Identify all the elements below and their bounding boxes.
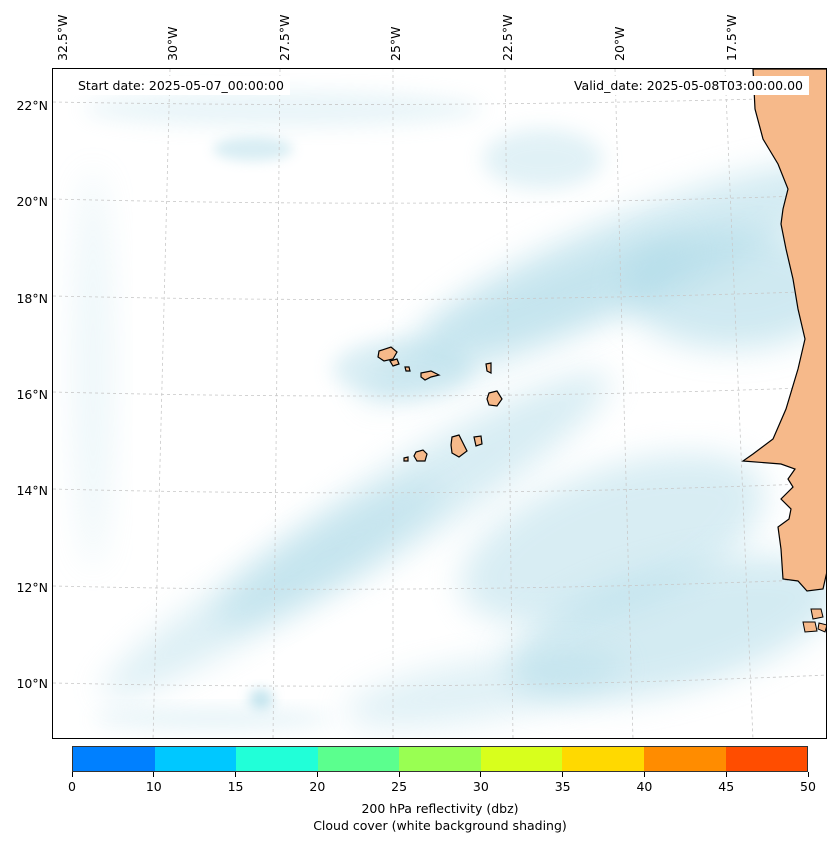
colorbar-tick bbox=[643, 772, 645, 777]
colorbar-tick bbox=[153, 772, 155, 777]
colorbar-segment-4 bbox=[399, 747, 481, 771]
colorbar-tick-label: 20 bbox=[309, 779, 326, 794]
colorbar-sublabel: Cloud cover (white background shading) bbox=[313, 818, 567, 833]
colorbar-segment-3 bbox=[317, 747, 400, 771]
lon-label-22-5w: 22.5°W bbox=[500, 14, 515, 61]
colorbar-tick-label: 35 bbox=[554, 779, 571, 794]
lon-label-20w: 20°W bbox=[612, 26, 627, 61]
colorbar-tick-label: 50 bbox=[800, 779, 816, 794]
valid-date-label: Valid_date: 2025-05-08T03:00:00.00 bbox=[567, 76, 809, 95]
colorbar-tick bbox=[235, 772, 237, 777]
colorbar-tick bbox=[807, 772, 809, 777]
colorbar-tick-label: 10 bbox=[145, 779, 162, 794]
lat-label-10n: 10°N bbox=[16, 676, 48, 691]
lon-label-17-5w: 17.5°W bbox=[724, 14, 739, 61]
start-date-label: Start date: 2025-05-07_00:00:00 bbox=[72, 76, 290, 95]
colorbar-label: 200 hPa reflectivity (dbz) bbox=[361, 801, 519, 816]
colorbar-segment-2 bbox=[236, 747, 318, 771]
colorbar-tick bbox=[725, 772, 727, 777]
colorbar-tick-label: 25 bbox=[391, 779, 408, 794]
colorbar-tick-label: 15 bbox=[227, 779, 244, 794]
cloud-cover-layer bbox=[73, 91, 826, 729]
graticule bbox=[53, 69, 826, 738]
lon-label-25w: 25°W bbox=[388, 26, 403, 61]
lat-label-20n: 20°N bbox=[16, 194, 48, 209]
cape-verde-islands bbox=[377, 346, 503, 462]
colorbar-tick bbox=[398, 772, 400, 777]
colorbar-tick bbox=[480, 772, 482, 777]
lat-label-18n: 18°N bbox=[16, 291, 48, 306]
colorbar-tick-label: 30 bbox=[472, 779, 489, 794]
lon-label-32-5w: 32.5°W bbox=[55, 14, 70, 61]
colorbar-segment-7 bbox=[643, 747, 726, 771]
lon-label-27-5w: 27.5°W bbox=[277, 14, 292, 61]
colorbar-tick bbox=[71, 772, 73, 777]
colorbar-segment-5 bbox=[480, 747, 563, 771]
colorbar-tick-label: 0 bbox=[68, 779, 76, 794]
colorbar-tick bbox=[562, 772, 564, 777]
bissagos-islands bbox=[802, 608, 826, 633]
lat-label-12n: 12°N bbox=[16, 580, 48, 595]
lat-label-22n: 22°N bbox=[16, 98, 48, 113]
colorbar-segment-1 bbox=[154, 747, 237, 771]
colorbar-segment-6 bbox=[562, 747, 644, 771]
colorbar-tick-label: 40 bbox=[636, 779, 653, 794]
lat-label-16n: 16°N bbox=[16, 387, 48, 402]
lon-label-30w: 30°W bbox=[165, 26, 180, 61]
colorbar-tick-label: 45 bbox=[718, 779, 735, 794]
reflectivity-colorbar bbox=[72, 746, 808, 772]
colorbar-segment-8 bbox=[725, 747, 808, 771]
map-panel[interactable] bbox=[52, 68, 827, 739]
africa-coastline bbox=[741, 69, 826, 592]
colorbar-tick bbox=[316, 772, 318, 777]
map-canvas bbox=[53, 69, 826, 738]
lat-label-14n: 14°N bbox=[16, 483, 48, 498]
colorbar-segment-0 bbox=[73, 747, 155, 771]
